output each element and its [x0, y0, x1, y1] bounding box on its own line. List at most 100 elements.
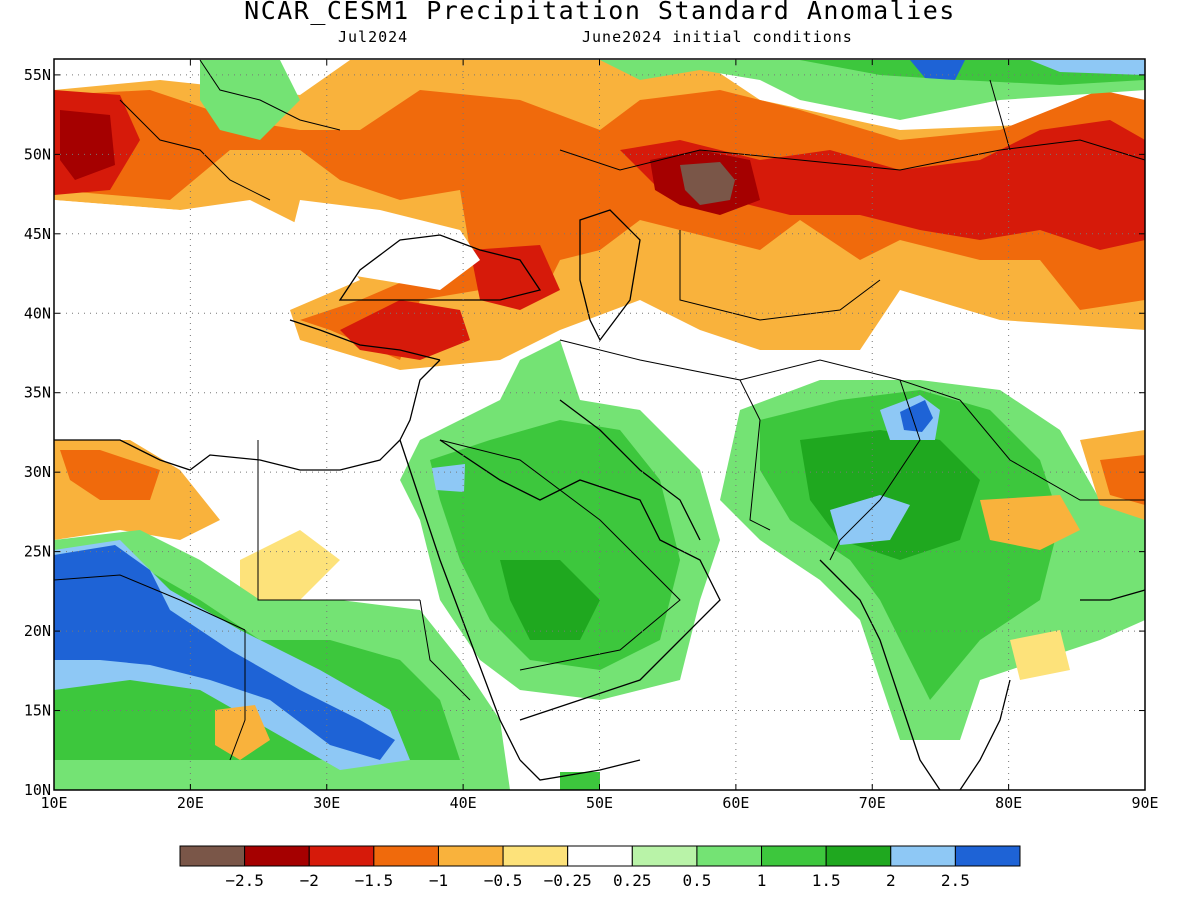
- coast-red-sea: [399, 439, 521, 761]
- lat-tick-label: 55N: [24, 66, 51, 84]
- border-sudan: [419, 599, 471, 701]
- init-conditions-label: June2024 initial conditions: [582, 28, 853, 46]
- colorbar-label: −0.5: [484, 871, 523, 890]
- lon-tick-label: 90E: [1131, 794, 1158, 812]
- lon-tick-label: 60E: [722, 794, 749, 812]
- colorbar-swatch: [179, 845, 246, 867]
- border-libya-egypt: [257, 440, 420, 601]
- colorbar-swatch: [890, 845, 956, 867]
- lon-tick-label: 50E: [586, 794, 613, 812]
- border-russia-mongolia: [989, 79, 1011, 151]
- region-wet-sahel-blue: [54, 545, 395, 760]
- region-dry-bay: [980, 495, 1080, 550]
- region-dry-anatolia-red: [340, 300, 470, 360]
- coast-arabia-east: [439, 439, 721, 721]
- region-dry-brown: [680, 162, 735, 205]
- coast-black-sea: [338, 234, 542, 301]
- region-wet-kashmir-blue: [900, 400, 933, 432]
- region-dry-egypt: [240, 530, 340, 600]
- colorbar-swatch: [502, 845, 569, 867]
- border-central-asia: [679, 230, 881, 321]
- colorbar-label: −2.5: [225, 871, 264, 890]
- coast-india-west: [819, 559, 941, 790]
- valid-month-label: Jul2024: [338, 28, 409, 46]
- region-dry-tibet-east-orange: [1100, 455, 1145, 505]
- coast-caspian: [579, 209, 641, 342]
- colorbar-swatch: [373, 845, 439, 867]
- colorbar-swatch: [308, 845, 375, 867]
- region-wet-north-lightblue: [1030, 60, 1145, 75]
- region-wet-arabia-blue: [432, 464, 465, 492]
- colorbar-swatch: [437, 845, 504, 867]
- lon-tick-label: 40E: [450, 794, 477, 812]
- lat-tick-label: 25N: [24, 543, 51, 561]
- anomaly-field: [54, 59, 1145, 790]
- border-chad-sudan: [229, 630, 246, 761]
- region-dry-chad-patch: [215, 705, 270, 760]
- lon-tick-label: 30E: [313, 794, 340, 812]
- colorbar-label: −1.5: [355, 871, 394, 890]
- coast-turkey-south: [289, 319, 441, 361]
- lat-tick-label: 15N: [24, 702, 51, 720]
- lat-tick-label: 45N: [24, 225, 51, 243]
- colorbar: −2.5 −2 −1.5 −1 −0.5 −0.25 0.25 0.5 1 1.5 2 2.5: [179, 845, 1021, 890]
- lat-tick-label: 35N: [24, 384, 51, 402]
- coast-india-east: [959, 679, 1011, 790]
- coast-persian-gulf: [559, 399, 701, 541]
- region-wet-yemen: [560, 772, 600, 790]
- colorbar-label: 1.5: [812, 871, 841, 890]
- coast-levant: [399, 359, 441, 441]
- colorbar-label: −2: [300, 871, 319, 890]
- colorbar-swatch: [567, 845, 633, 867]
- colorbar-swatch: [696, 845, 763, 867]
- border-iran: [559, 339, 771, 531]
- axis-ticks: 10E 20E 30E 40E 50E 60E 70E 80E 90E 10N 15N 20N 25N 3…: [24, 59, 1159, 812]
- borders: [54, 59, 1145, 761]
- colorbar-label: 2.5: [941, 871, 970, 890]
- lat-tick-label: 50N: [24, 145, 51, 163]
- region-dry-north-africa-orange: [60, 450, 160, 500]
- coastlines: [54, 209, 1145, 790]
- border-pakistan-india: [829, 379, 921, 561]
- region-neutral-europe: [54, 200, 300, 320]
- coast-bay-bengal: [1080, 589, 1145, 601]
- colorbar-swatch: [244, 845, 310, 867]
- lon-tick-label: 80E: [995, 794, 1022, 812]
- colorbar-swatch: [825, 845, 892, 867]
- coast-africa-horn: [519, 759, 641, 781]
- border-kazakhstan: [559, 139, 1145, 171]
- region-wet-arabia-mid: [430, 420, 680, 670]
- border-europe-1: [119, 99, 271, 201]
- colorbar-swatch: [631, 845, 698, 867]
- region-dry-red: [620, 120, 1145, 250]
- border-saudi: [439, 439, 681, 671]
- region-wet-arabia-core: [500, 560, 600, 640]
- chart-title: NCAR_CESM1 Precipitation Standard Anomal…: [244, 0, 956, 25]
- border-afghanistan: [739, 359, 961, 401]
- region-wet-pakistan-lightblue: [830, 495, 910, 545]
- border-chad-niger: [54, 574, 246, 631]
- lon-tick-label: 70E: [859, 794, 886, 812]
- lat-tick-label: 20N: [24, 622, 51, 640]
- lon-tick-label: 20E: [177, 794, 204, 812]
- colorbar-swatch: [954, 845, 1021, 867]
- colorbar-label: −0.25: [544, 871, 592, 890]
- lat-tick-label: 30N: [24, 463, 51, 481]
- region-wet-balkans: [200, 60, 300, 140]
- region-neutral-blacksea: [290, 200, 480, 290]
- region-dry-europe-darkred: [60, 110, 115, 180]
- colorbar-swatch: [761, 845, 827, 867]
- lat-tick-label: 10N: [24, 781, 51, 799]
- region-dry-blacksea-red: [470, 245, 560, 310]
- colorbar-label: 0.25: [613, 871, 652, 890]
- colorbar-label: 0.5: [682, 871, 711, 890]
- lat-tick-label: 40N: [24, 304, 51, 322]
- colorbar-label: 2: [886, 871, 896, 890]
- lon-tick-label: 10E: [40, 794, 67, 812]
- coast-mediterranean-south: [54, 439, 401, 471]
- colorbar-label: −1: [429, 871, 448, 890]
- region-dry-orange: [54, 90, 1145, 360]
- region-wet-north-blue: [910, 60, 965, 80]
- border-europe-2: [199, 59, 341, 131]
